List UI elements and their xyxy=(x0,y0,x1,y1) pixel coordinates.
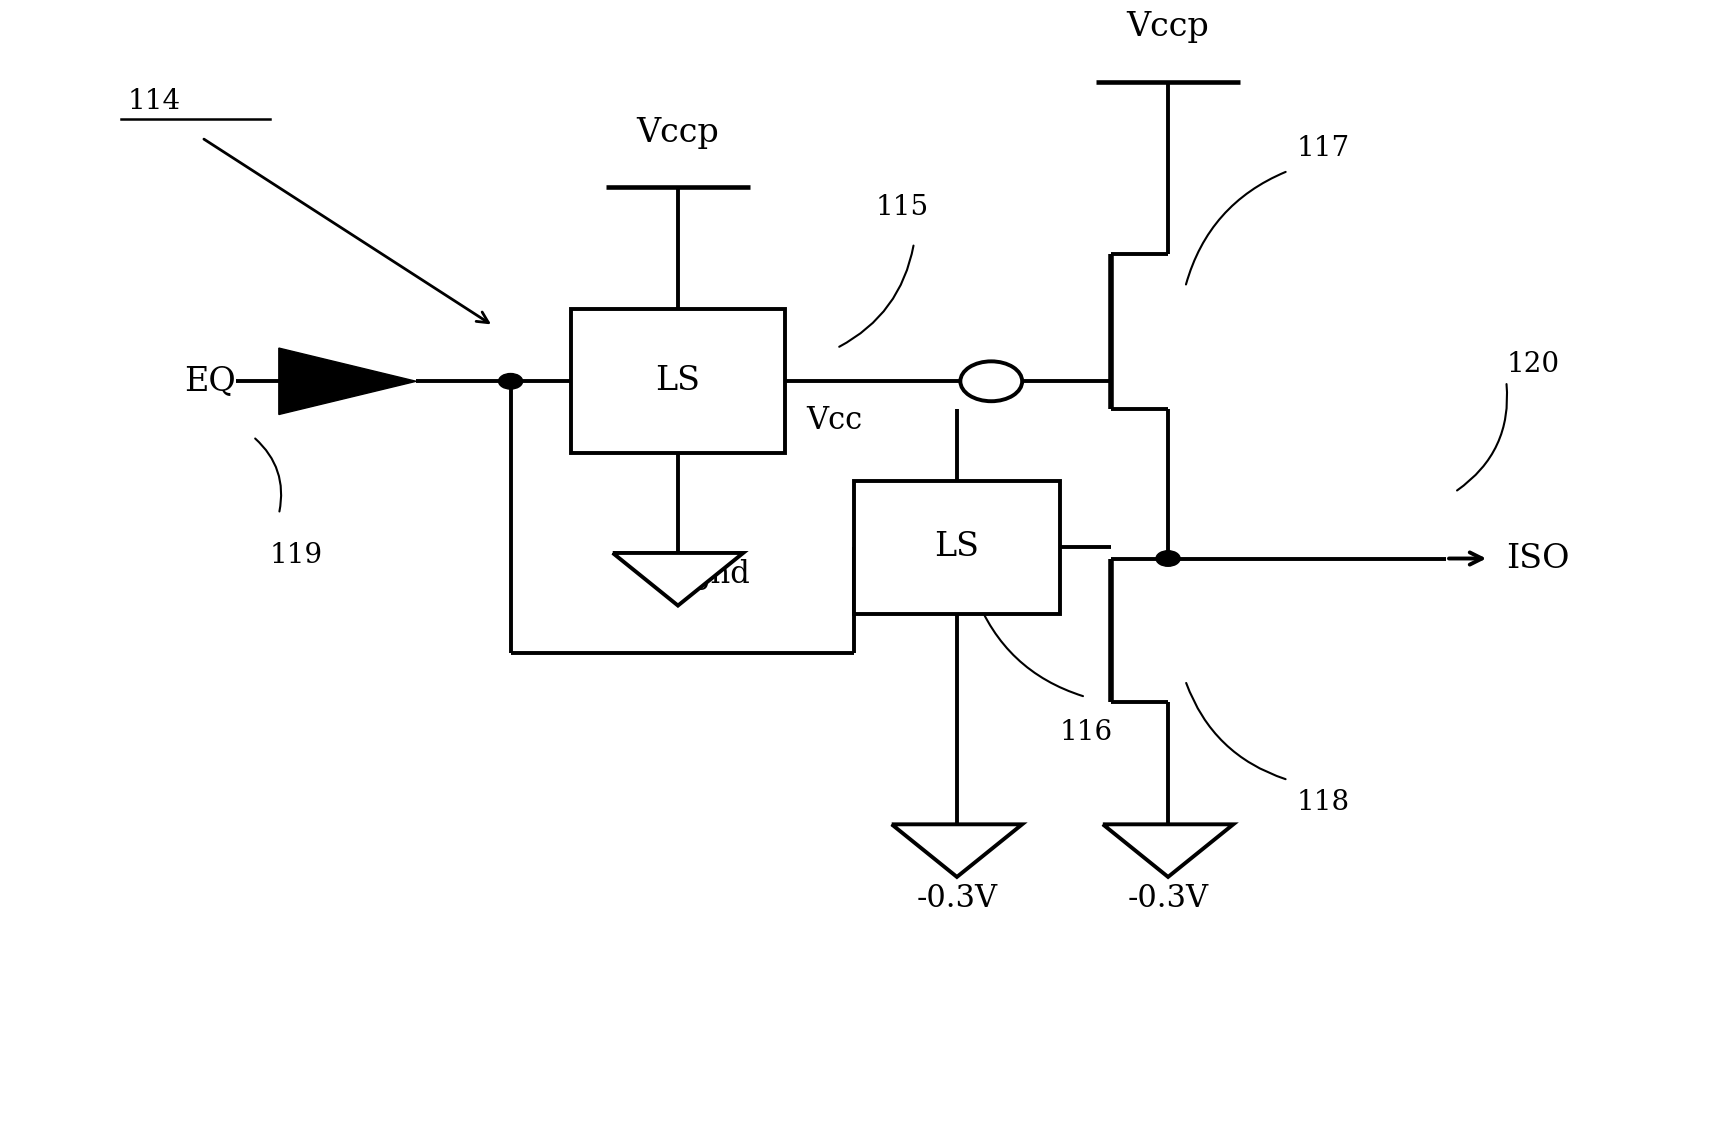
Text: Vcc: Vcc xyxy=(806,405,862,435)
Text: 120: 120 xyxy=(1506,351,1559,378)
Text: ISO: ISO xyxy=(1506,543,1570,574)
Text: 114: 114 xyxy=(128,89,181,116)
Text: Vccp: Vccp xyxy=(1126,11,1209,44)
Text: gnd: gnd xyxy=(692,559,750,589)
Circle shape xyxy=(499,374,523,389)
Text: 119: 119 xyxy=(269,542,323,569)
Text: LS: LS xyxy=(935,532,980,563)
Bar xyxy=(854,481,1059,614)
Text: Vccp: Vccp xyxy=(637,117,719,149)
Text: 116: 116 xyxy=(1059,719,1113,746)
Circle shape xyxy=(961,361,1023,402)
Polygon shape xyxy=(612,553,743,606)
Text: -0.3V: -0.3V xyxy=(916,883,997,914)
Text: EQ: EQ xyxy=(185,366,236,397)
Polygon shape xyxy=(892,825,1023,877)
Text: 117: 117 xyxy=(1297,135,1351,163)
Text: 115: 115 xyxy=(875,194,928,221)
Text: -0.3V: -0.3V xyxy=(1128,883,1209,914)
Polygon shape xyxy=(1102,825,1233,877)
Text: LS: LS xyxy=(656,366,700,397)
Circle shape xyxy=(1156,551,1180,567)
Polygon shape xyxy=(279,348,416,414)
Text: 118: 118 xyxy=(1297,789,1351,816)
Bar xyxy=(571,310,785,453)
